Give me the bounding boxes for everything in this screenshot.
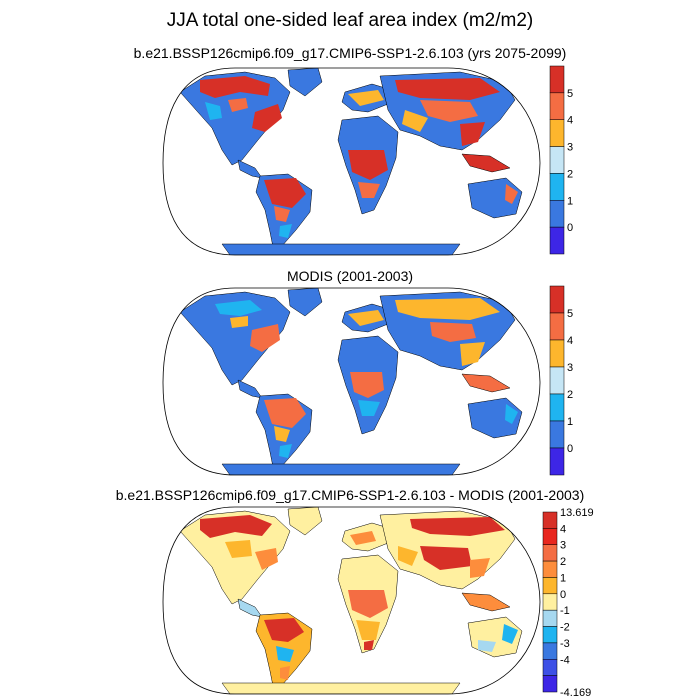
map-panel-2	[162, 287, 541, 476]
colorbar-swatch	[542, 511, 558, 529]
colorbar-swatch	[542, 544, 558, 562]
colorbar-tick-label: 4	[567, 335, 573, 347]
greenland	[287, 507, 323, 536]
colorbar-tick-label: -2	[560, 622, 570, 634]
colorbar-tick-label: 4	[567, 115, 573, 127]
antarctica	[221, 243, 461, 255]
greenland	[287, 288, 323, 317]
panel-1-title: b.e21.BSSP126cmip6.f09_g17.CMIP6-SSP1-2.…	[133, 45, 567, 61]
colorbar-tick-label: -1	[560, 605, 570, 617]
colorbar-tick-label: 3	[567, 142, 573, 154]
map-panel-3	[162, 506, 541, 695]
map-outline-2	[162, 287, 541, 476]
colorbar-swatch	[549, 226, 565, 255]
colorbar-swatch	[549, 92, 565, 120]
colorbar-swatch	[542, 560, 558, 578]
colorbar-tick-label: 5	[567, 308, 573, 320]
colorbar-tick-label: 13.619	[560, 507, 594, 519]
colorbar-tick-label: 1	[560, 572, 566, 584]
colorbar-swatch	[542, 593, 558, 611]
colorbar-tick-label: 3	[560, 540, 566, 552]
colorbar-tick-label: -3	[560, 638, 570, 650]
colorbar-panel-1: 5 4 3 2 1 0	[549, 65, 573, 255]
colorbar-tick-label: -4.169	[560, 687, 591, 699]
colorbar-swatch	[542, 626, 558, 644]
colorbar-panel-2: 5 4 3 2 1 0	[549, 285, 573, 476]
colorbar-swatch	[549, 339, 565, 368]
colorbar-swatch	[542, 577, 558, 595]
colorbar-tick-label: 1	[567, 195, 573, 207]
colorbar-tick-label: 0	[567, 443, 573, 455]
colorbar-tick-label: 2	[560, 556, 566, 568]
colorbar-swatch	[542, 528, 558, 545]
colorbar-swatch	[549, 447, 565, 476]
colorbar-swatch	[549, 200, 565, 228]
colorbar-tick-label: 5	[567, 88, 573, 100]
colorbar-swatch	[542, 609, 558, 627]
colorbar-tick-label: 1	[567, 416, 573, 428]
colorbar-swatch	[549, 173, 565, 201]
colorbar-tick-label: 0	[567, 222, 573, 234]
figure-title: JJA total one-sided leaf area index (m2/…	[166, 10, 534, 31]
colorbar-swatch	[549, 146, 565, 174]
colorbar-tick-label: 2	[567, 168, 573, 180]
colorbar-tick-label: 4	[560, 523, 566, 535]
colorbar-swatch	[549, 285, 565, 314]
colorbar-tick-label: 3	[567, 362, 573, 374]
colorbar-swatch	[549, 312, 565, 341]
colorbar-swatch	[542, 659, 558, 676]
panel-3-title: b.e21.BSSP126cmip6.f09_g17.CMIP6-SSP1-2.…	[115, 487, 585, 503]
colorbar-swatch	[549, 366, 565, 395]
colorbar-swatch	[542, 675, 558, 693]
antarctica	[221, 682, 461, 694]
greenland	[287, 68, 323, 97]
colorbar-swatch	[549, 119, 565, 147]
map-outline-3	[162, 506, 541, 695]
map-outline-1	[162, 67, 541, 256]
north-america	[179, 71, 291, 166]
colorbar-swatch	[542, 642, 558, 660]
colorbar-tick-label: -4	[560, 654, 570, 666]
colorbar-tick-label: 2	[567, 389, 573, 401]
colorbar-panel-3: 13.619 4 3 2 1 0 -1 -2 -3 -4 -4.169	[542, 507, 594, 699]
colorbar-tick-label: 0	[560, 589, 566, 601]
map-panel-1	[162, 67, 541, 256]
colorbar-swatch	[549, 420, 565, 449]
antarctica	[221, 463, 461, 475]
colorbar-swatch	[549, 65, 565, 94]
colorbar-swatch	[549, 393, 565, 422]
north-america	[179, 291, 291, 386]
panel-2-title: MODIS (2001-2003)	[286, 268, 414, 284]
